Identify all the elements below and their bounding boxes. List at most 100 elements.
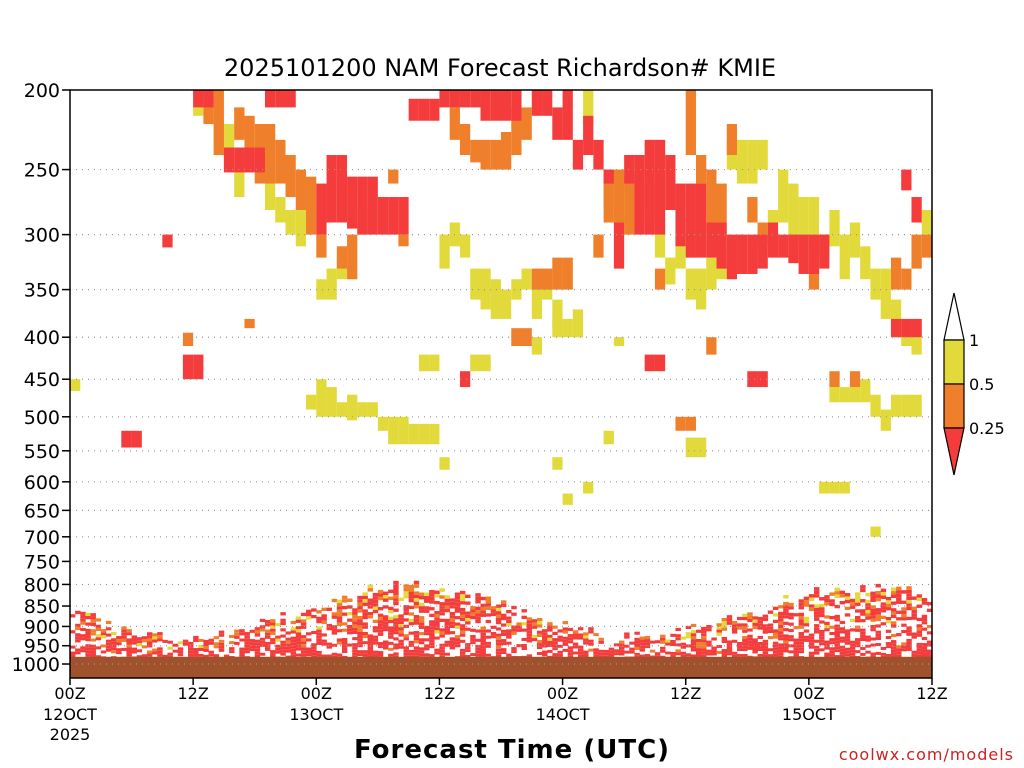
band-cell [331, 652, 338, 656]
band-cell [111, 632, 117, 636]
band-cell [547, 649, 553, 653]
heatmap-cell [223, 147, 235, 173]
band-cell [634, 652, 640, 656]
band-cell [772, 644, 779, 648]
band-cell [316, 629, 322, 633]
band-cell [885, 596, 892, 601]
band-cell [475, 650, 481, 654]
band-cell [485, 596, 492, 600]
band-cell [480, 651, 486, 654]
band-cell [829, 592, 835, 596]
heatmap-cell [583, 90, 594, 124]
heatmap-cell [757, 234, 768, 269]
y-tick-label: 650 [24, 500, 60, 522]
band-cell [295, 629, 302, 633]
band-cell [85, 612, 91, 617]
chart-title: 2025101200 NAM Forecast Richardson# KMIE [224, 54, 776, 82]
band-cell [377, 642, 384, 646]
band-cell [213, 642, 220, 646]
band-cell [793, 647, 799, 651]
band-cell [208, 641, 214, 645]
band-cell [813, 648, 820, 652]
band-cell [408, 640, 415, 644]
band-cell [798, 602, 805, 607]
band-cell [249, 639, 256, 643]
band-cell [444, 652, 450, 656]
band-cell [737, 626, 743, 630]
band-cell [480, 629, 486, 633]
band-cell [834, 643, 840, 647]
band-cell [85, 647, 91, 651]
band-cell [382, 591, 389, 596]
heatmap-cell [316, 183, 327, 235]
heatmap-cell [531, 337, 543, 355]
band-cell [901, 623, 907, 627]
band-cell [70, 654, 76, 658]
band-cell [813, 607, 820, 612]
band-cell [367, 649, 374, 653]
band-cell [316, 632, 322, 636]
band-cell [116, 636, 122, 640]
band-cell [793, 653, 799, 657]
x-day-label: 13OCT [289, 705, 343, 724]
heatmap-cell [849, 387, 861, 403]
band-cell [116, 639, 122, 643]
band-cell [90, 653, 96, 657]
band-cell [511, 605, 517, 610]
band-cell [870, 652, 876, 656]
heatmap-cell [521, 107, 532, 140]
band-cell [393, 587, 399, 592]
band-cell [495, 639, 502, 643]
band-cell [634, 646, 640, 650]
heatmap-cell [737, 139, 748, 184]
band-cell [516, 628, 522, 632]
band-cell [126, 629, 132, 633]
band-cell [778, 627, 784, 632]
band-cell [413, 652, 420, 656]
band-cell [80, 649, 86, 653]
band-cell [752, 638, 758, 642]
band-cell [531, 638, 538, 642]
band-cell [783, 601, 789, 606]
band-cell [921, 621, 928, 625]
band-cell [608, 650, 615, 654]
heatmap-cell [839, 234, 850, 280]
band-cell [347, 631, 353, 635]
band-cell [393, 628, 399, 632]
band-cell [819, 610, 825, 614]
band-cell [721, 636, 728, 641]
band-cell [336, 613, 343, 617]
band-cell [316, 641, 322, 645]
band-cell [367, 588, 374, 592]
band-cell [577, 648, 584, 652]
band-cell [665, 642, 671, 646]
band-cell [270, 653, 276, 656]
band-cell [295, 619, 302, 623]
band-cell [372, 609, 379, 614]
band-cell [552, 653, 558, 657]
band-cell [100, 629, 107, 633]
band-cell [839, 627, 846, 631]
band-cell [593, 633, 599, 637]
band-cell [583, 650, 589, 654]
band-cell [362, 631, 368, 636]
band-cell [259, 640, 266, 644]
band-cell [762, 624, 769, 628]
band-cell [424, 609, 430, 613]
band-cell [634, 631, 640, 635]
band-cell [865, 609, 871, 614]
band-cell [485, 603, 492, 607]
band-cell [264, 623, 271, 627]
band-cell [454, 635, 461, 639]
band-cell [572, 636, 579, 640]
heatmap-cell [429, 98, 440, 121]
band-cell [121, 629, 127, 633]
band-cell [372, 626, 379, 630]
heatmap-cell [716, 183, 727, 223]
heatmap-cell [418, 354, 430, 372]
band-cell [767, 623, 774, 627]
band-cell [218, 639, 225, 643]
heatmap-cell [593, 139, 604, 170]
heatmap-cell [737, 234, 748, 274]
band-cell [362, 599, 368, 603]
